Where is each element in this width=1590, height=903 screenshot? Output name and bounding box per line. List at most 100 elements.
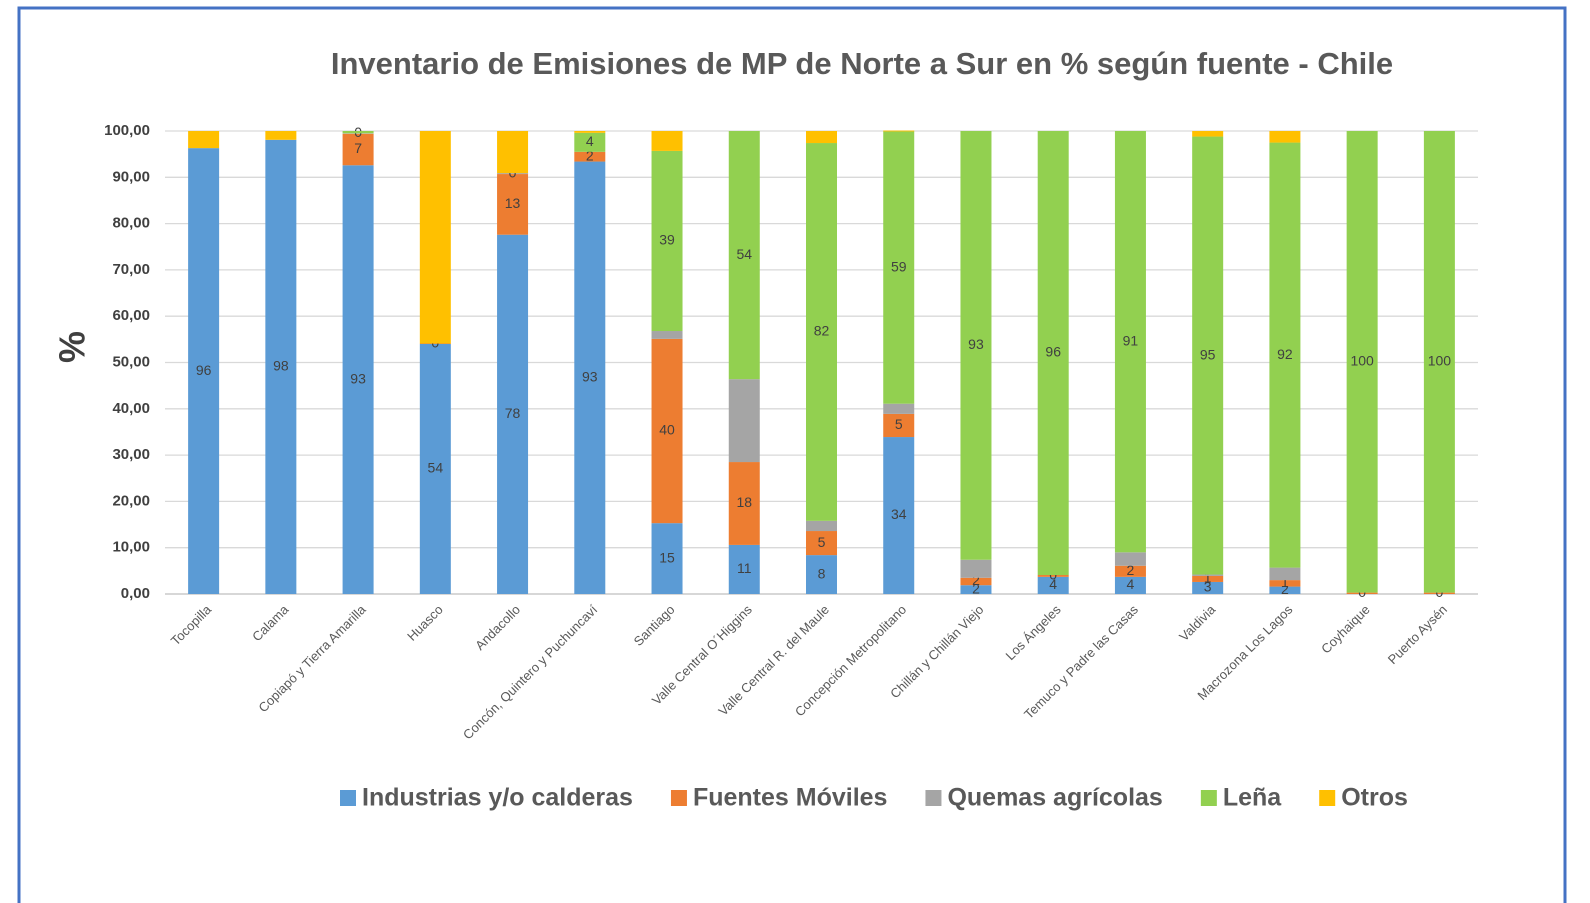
bar-segment xyxy=(1192,581,1224,594)
data-label: 92 xyxy=(1277,346,1293,362)
bar-segment xyxy=(1269,586,1301,594)
bar-segment xyxy=(1037,575,1069,577)
bar-segment xyxy=(574,132,606,152)
data-label: 59 xyxy=(891,258,907,274)
bar-segment xyxy=(342,165,374,594)
bar-segment xyxy=(265,139,297,594)
data-label: 7 xyxy=(354,140,362,156)
bar-segment xyxy=(651,150,683,332)
data-label: 82 xyxy=(814,323,830,339)
bar-segment xyxy=(1423,592,1455,594)
legend-label: Quemas agrícolas xyxy=(947,784,1162,812)
bar-segment xyxy=(960,559,992,578)
bar-segment xyxy=(1269,142,1301,568)
bar-segment xyxy=(1114,552,1146,566)
bar-segment xyxy=(960,577,992,586)
legend-label: Leña xyxy=(1223,784,1282,812)
bar-segment xyxy=(497,131,529,174)
bar-segment xyxy=(883,437,915,594)
bar-segment xyxy=(342,131,374,134)
y-tick-label: 60,00 xyxy=(112,307,150,324)
data-label: 8 xyxy=(818,565,826,581)
bar-segment xyxy=(728,379,760,463)
data-label: 100 xyxy=(1350,353,1374,369)
bar-segment xyxy=(883,403,915,414)
bar-segment xyxy=(574,161,606,595)
data-label: 5 xyxy=(895,416,903,432)
legend-label: Industrias y/o calderas xyxy=(362,784,633,812)
data-label: 15 xyxy=(659,549,675,565)
legend-label: Otros xyxy=(1341,784,1408,812)
data-label: 100 xyxy=(1428,353,1452,369)
data-label: 34 xyxy=(891,506,907,522)
data-label: 2 xyxy=(1281,581,1289,597)
bar-segment xyxy=(883,131,915,404)
bar-segment xyxy=(728,544,760,594)
data-label: 4 xyxy=(1049,576,1057,592)
bar-segment xyxy=(806,143,837,521)
bar-segment xyxy=(1269,131,1301,143)
y-tick-label: 40,00 xyxy=(112,400,150,417)
bar-segment xyxy=(728,462,760,545)
bar-segment xyxy=(497,234,529,594)
bar-segment xyxy=(728,131,760,380)
bar-segment xyxy=(1192,574,1224,576)
bar-segment xyxy=(188,131,220,149)
y-axis-label: % xyxy=(52,331,93,363)
bar-segment xyxy=(574,151,606,162)
legend-swatch xyxy=(1200,790,1217,806)
data-label: 40 xyxy=(659,422,675,438)
data-label: 2 xyxy=(972,580,980,596)
bar-segment xyxy=(806,531,837,556)
data-label: 13 xyxy=(505,195,521,211)
bar-segment xyxy=(1346,131,1378,593)
bar-segment xyxy=(883,130,915,132)
bar-segment xyxy=(188,148,220,595)
bar-segment xyxy=(1192,136,1224,575)
bar-segment xyxy=(806,520,837,532)
data-label: 4 xyxy=(586,133,594,149)
bar-segment xyxy=(651,523,683,594)
data-label: 93 xyxy=(582,368,598,384)
bar-segment xyxy=(342,133,374,166)
bar-segment xyxy=(651,131,683,151)
y-tick-label: 0,00 xyxy=(121,585,150,602)
data-label: 2 xyxy=(1127,562,1135,578)
data-label: 11 xyxy=(737,560,752,576)
data-label: 95 xyxy=(1200,346,1216,362)
bar-segment xyxy=(960,585,992,594)
data-label: 91 xyxy=(1123,332,1139,348)
data-label: 54 xyxy=(736,246,752,262)
bar-segment xyxy=(574,131,606,133)
bar-segment xyxy=(1037,131,1069,576)
bar-segment xyxy=(651,338,683,524)
bar-segment xyxy=(960,131,992,560)
bar-segment xyxy=(419,131,451,344)
y-tick-label: 80,00 xyxy=(112,215,150,232)
legend-swatch xyxy=(670,790,687,806)
y-tick-label: 100,00 xyxy=(104,122,150,139)
bar-segment xyxy=(1037,576,1069,594)
bar-segment xyxy=(497,174,529,235)
bar-segment xyxy=(1114,565,1146,577)
y-tick-label: 70,00 xyxy=(112,261,150,278)
y-tick-label: 50,00 xyxy=(112,353,150,370)
data-label: 1 xyxy=(1281,574,1289,590)
data-label: 18 xyxy=(736,494,752,510)
bar-segment xyxy=(1346,592,1378,594)
data-label: 96 xyxy=(1045,344,1061,360)
bar-segment xyxy=(883,413,915,438)
data-label: 2 xyxy=(586,147,594,163)
data-label: 1 xyxy=(1204,570,1212,586)
y-tick-label: 20,00 xyxy=(112,492,150,509)
bar-segment xyxy=(1192,131,1224,137)
data-label: 39 xyxy=(659,232,675,248)
data-label: 3 xyxy=(1204,579,1212,595)
y-tick-label: 30,00 xyxy=(112,446,150,463)
bar-segment xyxy=(806,555,837,594)
legend-label: Fuentes Móviles xyxy=(693,784,888,812)
data-label: 4 xyxy=(1127,576,1135,592)
bar-segment xyxy=(1114,576,1146,594)
data-label: 93 xyxy=(350,370,366,386)
